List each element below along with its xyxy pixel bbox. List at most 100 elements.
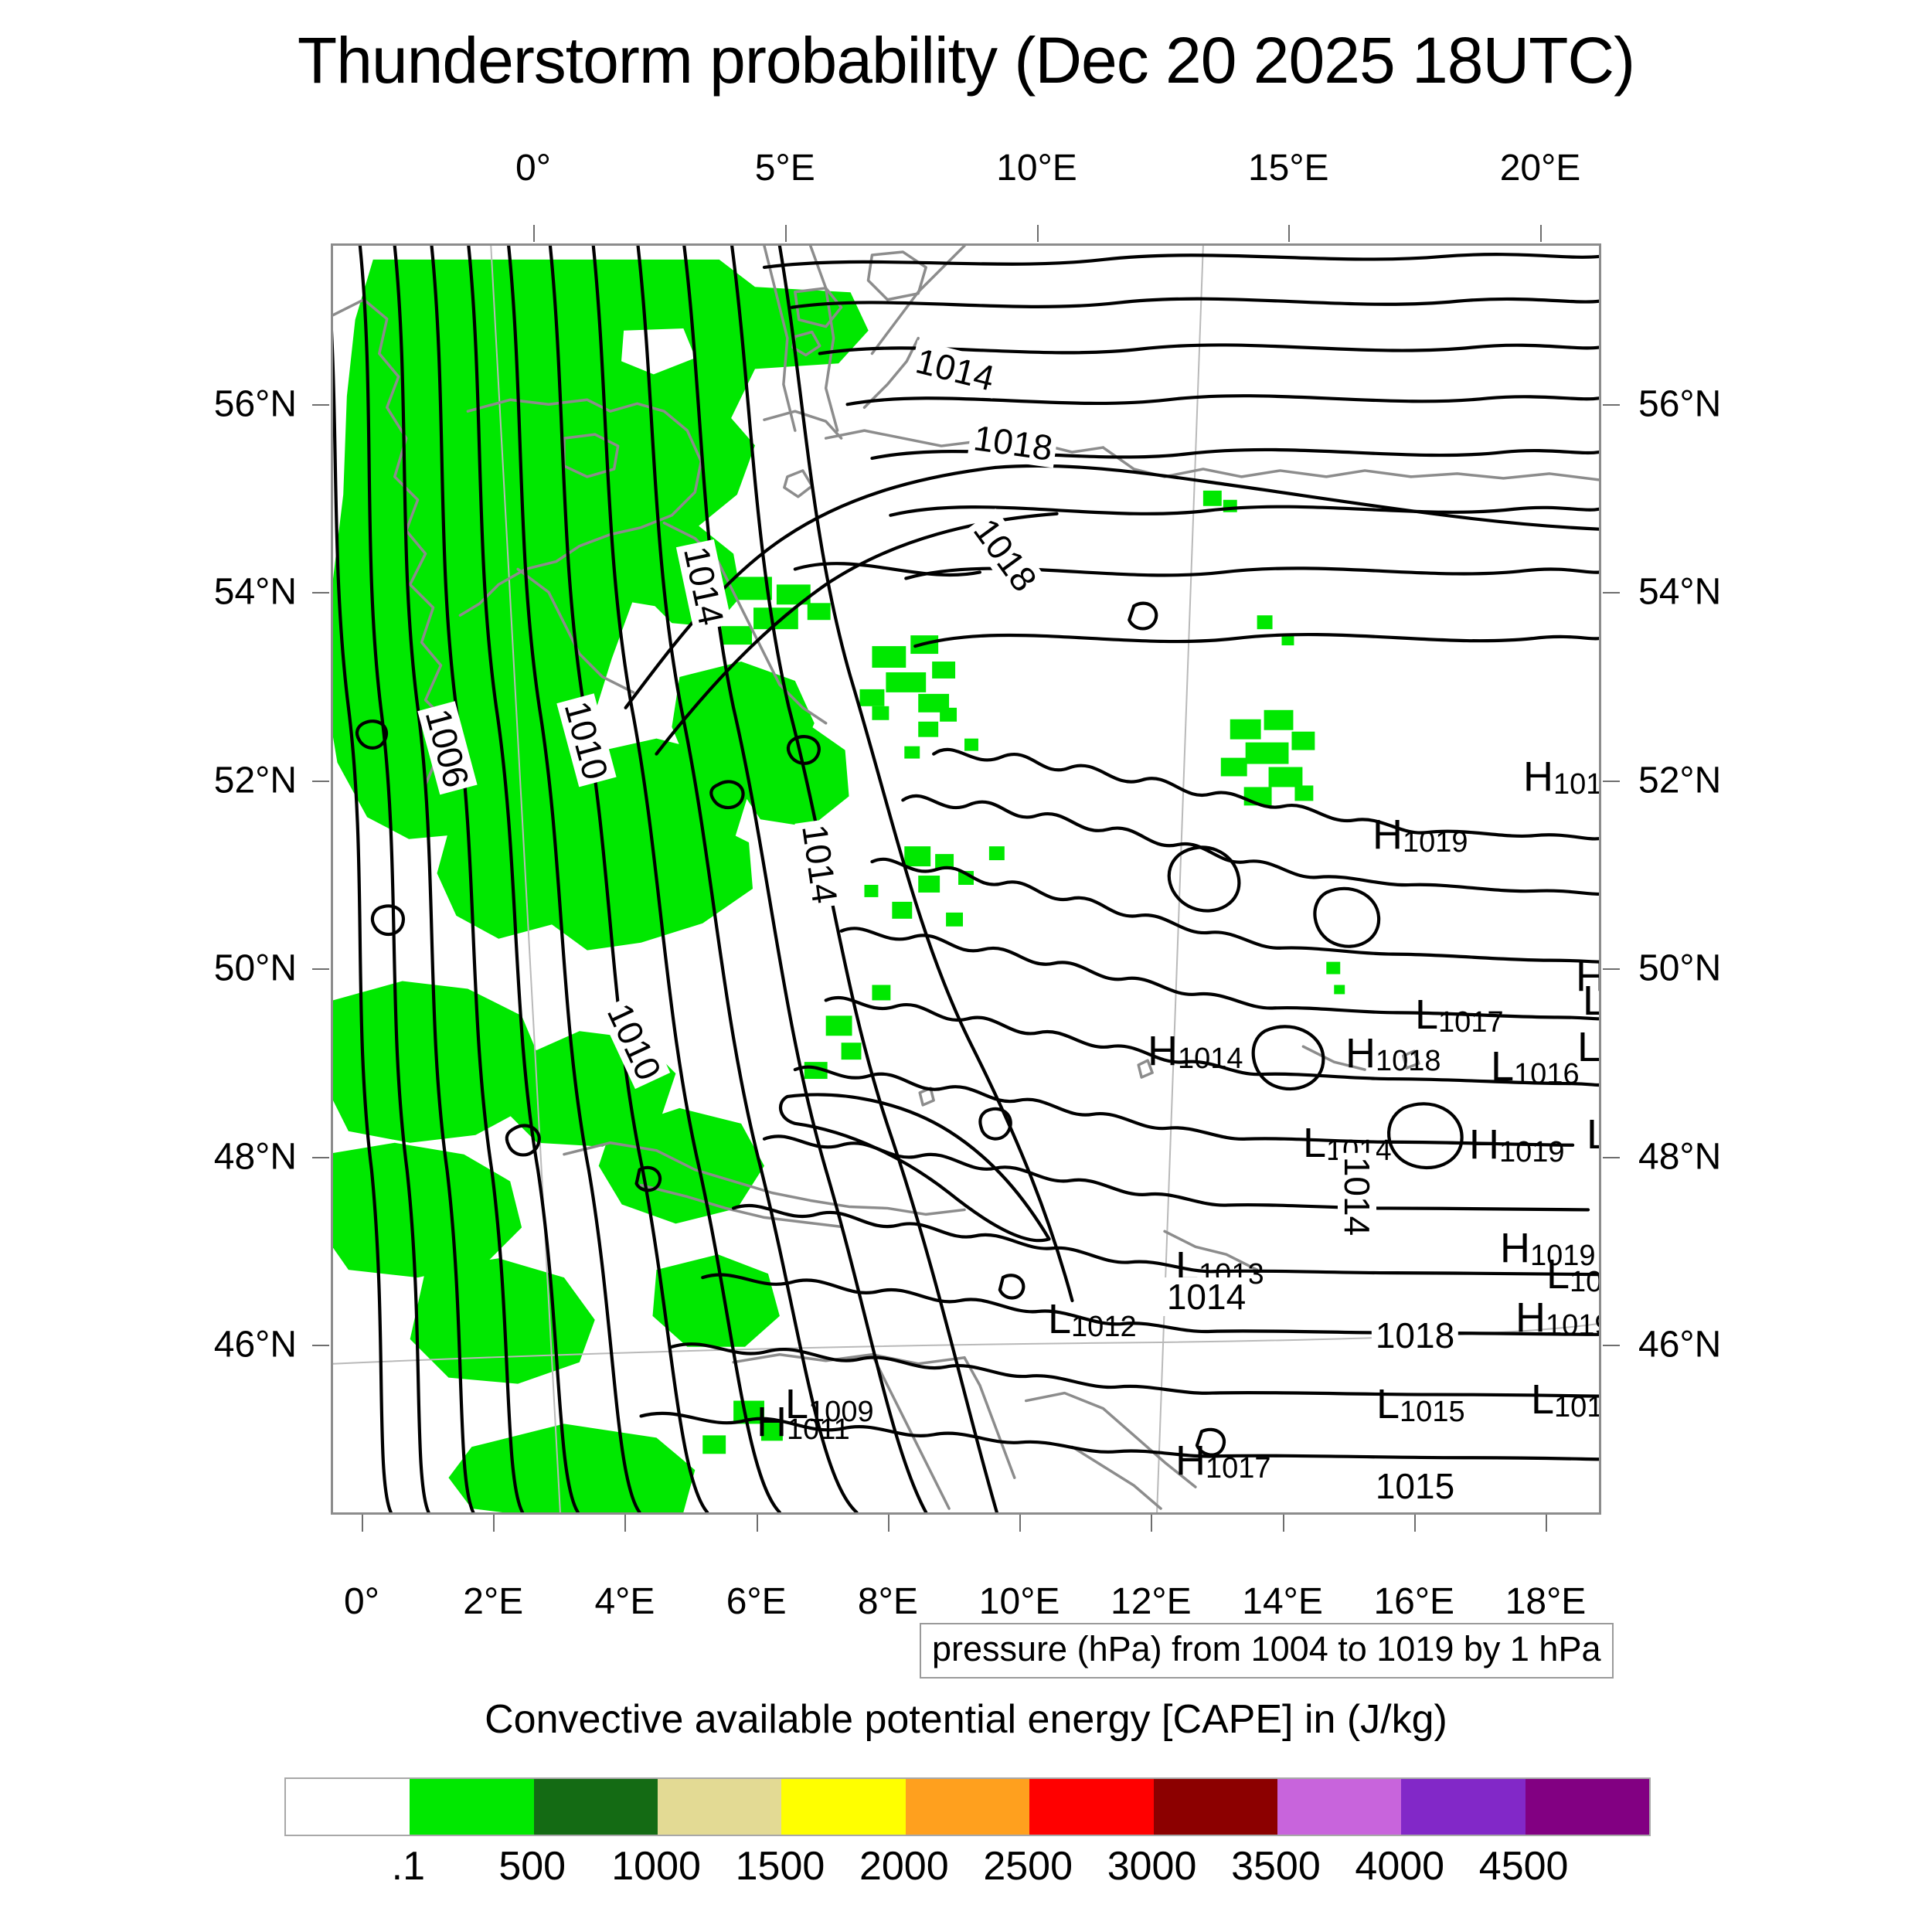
left-axis-tick bbox=[312, 780, 329, 782]
high-pressure-marker: H1019 bbox=[1523, 753, 1601, 801]
colorbar-title: Convective available potential energy [C… bbox=[485, 1697, 1447, 1742]
right-axis-label: 54°N bbox=[1638, 571, 1722, 613]
isobar-label: 1014 bbox=[1162, 1277, 1250, 1316]
left-axis-tick bbox=[312, 404, 329, 406]
colorbar-segment bbox=[1401, 1779, 1526, 1835]
left-axis-label: 54°N bbox=[213, 571, 297, 613]
top-axis-label: 20°E bbox=[1499, 148, 1581, 189]
isobar-label: 1018 bbox=[1371, 1316, 1459, 1355]
low-pressure-marker: L1010 bbox=[1577, 1026, 1601, 1071]
colorbar-tick-label: 2000 bbox=[859, 1844, 949, 1889]
low-pressure-marker: L1017 bbox=[1415, 994, 1504, 1037]
bottom-axis-label: 2°E bbox=[463, 1581, 524, 1622]
colorbar-tick-label: .1 bbox=[391, 1844, 426, 1889]
low-pressure-marker: L1017 bbox=[1531, 1379, 1599, 1423]
pressure-marker-value: 1017 bbox=[1554, 1391, 1599, 1423]
bottom-axis-tick bbox=[362, 1515, 363, 1532]
high-pressure-marker: H1014 bbox=[1148, 1030, 1243, 1073]
right-axis-tick bbox=[1603, 780, 1620, 782]
low-pressure-marker: L1016 bbox=[1583, 978, 1599, 1024]
top-axis-tick bbox=[784, 225, 787, 242]
bottom-axis-tick bbox=[1546, 1515, 1547, 1532]
pressure-marker-value: 1012 bbox=[1071, 1311, 1137, 1343]
pressure-marker-type: H bbox=[757, 1399, 787, 1445]
bottom-axis-label: 18°E bbox=[1505, 1581, 1587, 1622]
pressure-marker-value: 1017 bbox=[1438, 1006, 1504, 1039]
bottom-axis-label: 4°E bbox=[594, 1581, 655, 1622]
left-axis-tick bbox=[312, 592, 329, 594]
left-axis-label: 46°N bbox=[213, 1324, 297, 1366]
pressure-marker-type: L bbox=[1587, 1111, 1599, 1158]
pressure-marker-value: 1009 bbox=[808, 1396, 874, 1428]
pressure-marker-value: 1014 bbox=[1178, 1043, 1243, 1075]
colorbar-segment bbox=[410, 1779, 534, 1835]
pressure-marker-value: 1017 bbox=[1206, 1452, 1271, 1485]
left-axis-tick bbox=[312, 968, 329, 971]
colorbar-tick-label: 2500 bbox=[983, 1844, 1073, 1889]
right-axis-tick bbox=[1603, 592, 1620, 594]
pressure-marker-type: L bbox=[785, 1381, 809, 1427]
pressure-marker-type: H bbox=[1515, 1294, 1546, 1341]
pressure-marker-value: 1018 bbox=[1570, 1266, 1601, 1298]
pressure-marker-type: H bbox=[1175, 1437, 1206, 1484]
left-axis-label: 48°N bbox=[213, 1136, 297, 1178]
pressure-marker-type: L bbox=[1583, 978, 1599, 1024]
colorbar-segment bbox=[1029, 1779, 1154, 1835]
colorbar-tick-label: 3000 bbox=[1107, 1844, 1197, 1889]
pressure-marker-type: L bbox=[1546, 1251, 1570, 1298]
bottom-axis-label: 10°E bbox=[978, 1581, 1060, 1622]
colorbar-tick-label: 1000 bbox=[611, 1844, 701, 1889]
pressure-marker-value: 1019 bbox=[1553, 768, 1601, 801]
low-pressure-marker: L1016 bbox=[1491, 1046, 1580, 1089]
pressure-marker-type: H bbox=[1576, 954, 1599, 1000]
pressure-marker-value: 1015 bbox=[1400, 1396, 1465, 1428]
pressure-marker-value: 1016 bbox=[1514, 1058, 1580, 1090]
pressure-marker-value: 1010 bbox=[1600, 1039, 1601, 1071]
left-axis-label: 50°N bbox=[213, 947, 297, 989]
colorbar-segment bbox=[533, 1779, 658, 1835]
bottom-axis-tick bbox=[887, 1515, 889, 1532]
pressure-marker-type: H bbox=[1500, 1225, 1530, 1271]
bottom-axis-label: 0° bbox=[344, 1581, 379, 1622]
bottom-axis-label: 16°E bbox=[1373, 1581, 1455, 1622]
colorbar-tick-label: 4000 bbox=[1355, 1844, 1445, 1889]
bottom-axis-tick bbox=[756, 1515, 758, 1532]
pressure-marker-type: H bbox=[1523, 753, 1553, 800]
colorbar-segment bbox=[286, 1779, 410, 1835]
right-axis-tick bbox=[1603, 1345, 1620, 1346]
right-axis-label: 46°N bbox=[1638, 1324, 1722, 1366]
pressure-marker-type: L bbox=[1048, 1296, 1072, 1342]
pressure-legend: pressure (hPa) from 1004 to 1019 by 1 hP… bbox=[920, 1623, 1614, 1679]
low-pressure-marker: L1015 bbox=[1376, 1383, 1465, 1427]
high-pressure-marker: H1019 bbox=[1515, 1294, 1599, 1342]
colorbar-segment bbox=[1153, 1779, 1277, 1835]
left-axis-tick bbox=[312, 1345, 329, 1346]
top-axis-label: 15°E bbox=[1247, 148, 1329, 189]
pressure-marker-value: 1019 bbox=[1499, 1136, 1565, 1168]
bottom-axis-tick bbox=[1019, 1515, 1022, 1532]
left-axis-label: 52°N bbox=[213, 760, 297, 801]
pressure-marker-type: H bbox=[1469, 1121, 1499, 1168]
right-axis-tick bbox=[1603, 404, 1620, 406]
top-axis-label: 10°E bbox=[996, 148, 1077, 189]
pressure-marker-value: 1019 bbox=[1530, 1240, 1596, 1272]
pressure-marker-type: H bbox=[1372, 811, 1403, 858]
colorbar-segment bbox=[905, 1779, 1030, 1835]
high-pressure-marker: H1010 bbox=[1576, 954, 1599, 1000]
high-pressure-marker: H1019 bbox=[1500, 1227, 1596, 1270]
right-axis-label: 48°N bbox=[1638, 1136, 1722, 1178]
top-axis-tick bbox=[533, 225, 535, 242]
colorbar-segment bbox=[781, 1779, 906, 1835]
colorbar-tick-label: 1500 bbox=[735, 1844, 825, 1889]
right-axis-label: 52°N bbox=[1638, 760, 1722, 801]
isobar-label: 1015 bbox=[1371, 1467, 1459, 1505]
high-pressure-marker: H1019 bbox=[1372, 814, 1468, 857]
pressure-marker-value: 1019 bbox=[1546, 1309, 1599, 1342]
map-panel: H1019H1019H1018L1017H1014L1014L1016H1019… bbox=[331, 243, 1601, 1515]
pressure-marker-type: H bbox=[1148, 1028, 1178, 1074]
bottom-axis-tick bbox=[1413, 1515, 1416, 1532]
right-axis-label: 56°N bbox=[1638, 383, 1722, 425]
left-axis-tick bbox=[312, 1156, 329, 1158]
pressure-marker-value: 1018 bbox=[1376, 1045, 1441, 1077]
pressure-marker-type: L bbox=[1415, 992, 1439, 1038]
